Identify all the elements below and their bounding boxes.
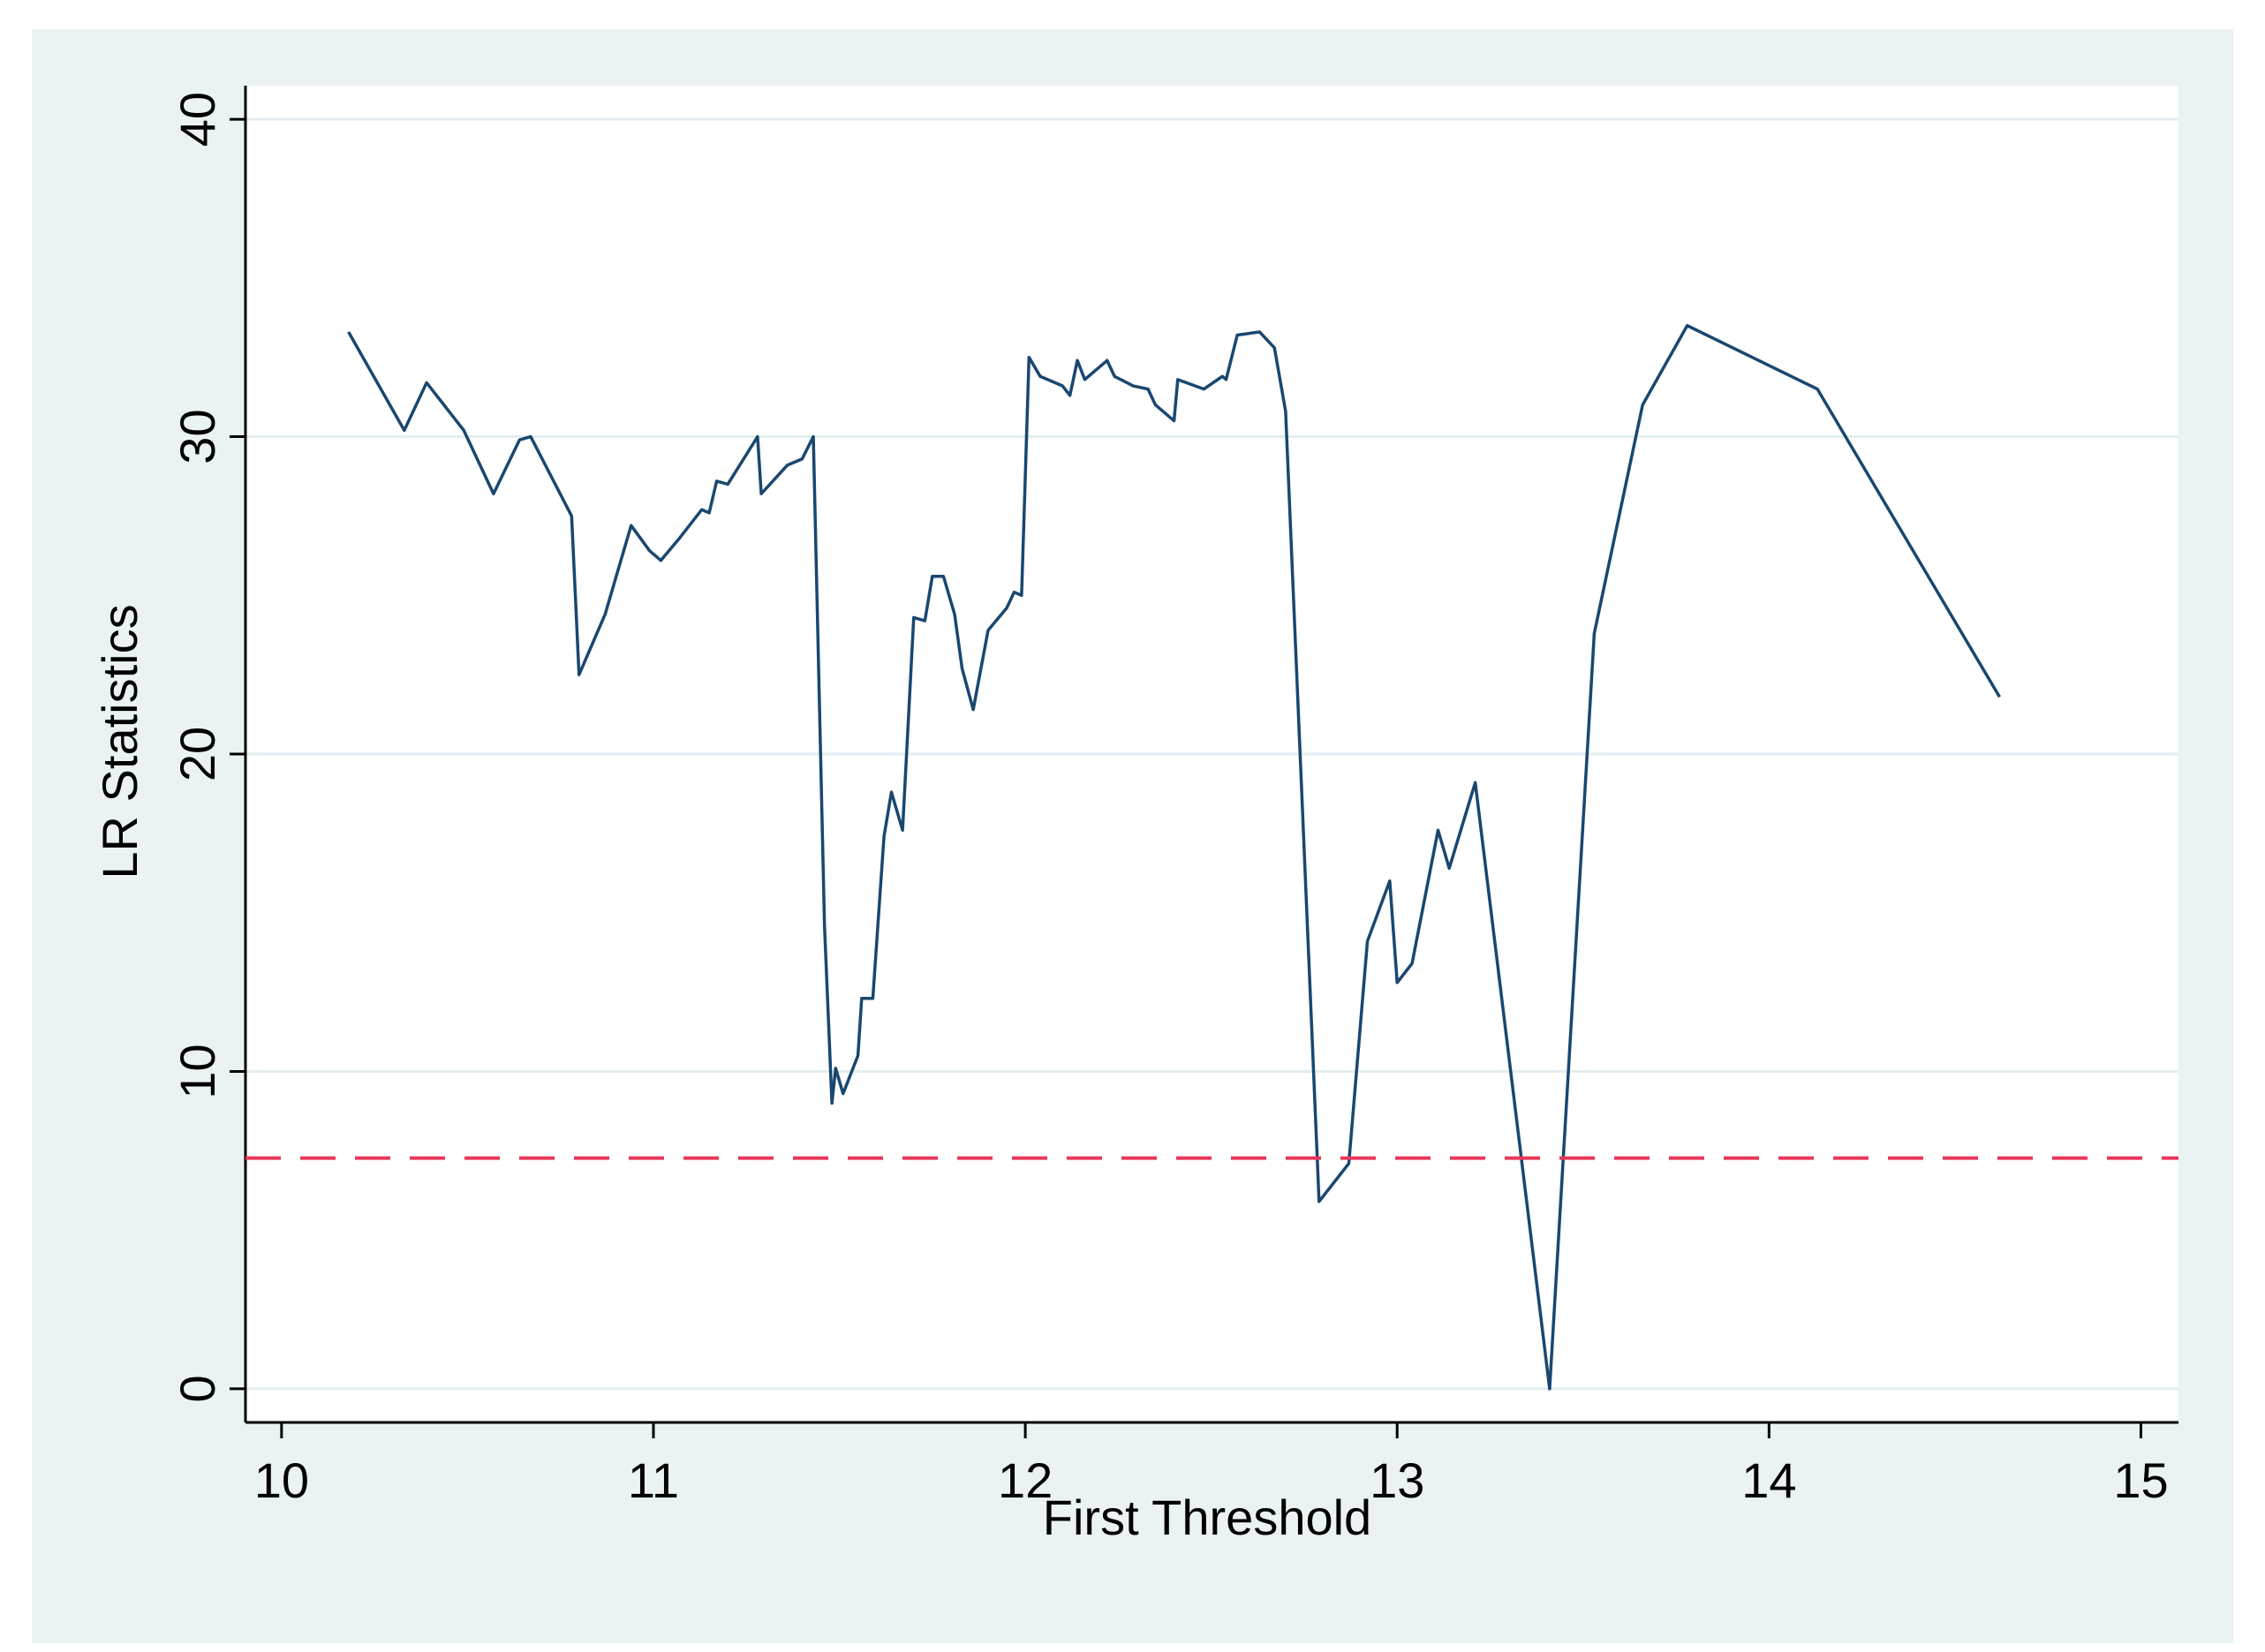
x-tick-label: 14 — [1741, 1452, 1796, 1508]
y-tick-label: 30 — [170, 409, 225, 464]
x-tick-label: 15 — [2113, 1452, 2168, 1508]
y-tick-label: 10 — [170, 1044, 225, 1098]
x-tick-label: 11 — [628, 1452, 679, 1508]
y-tick-label: 40 — [170, 92, 225, 147]
y-tick-label: 0 — [170, 1375, 225, 1402]
y-tick-label: 20 — [170, 727, 225, 781]
data-line — [347, 323, 2001, 1391]
x-axis-title: First Threshold — [1043, 1490, 1371, 1545]
x-tick-label: 12 — [998, 1452, 1053, 1508]
y-axis-title: LR Statistics — [92, 604, 147, 879]
x-tick-label: 10 — [254, 1452, 309, 1508]
x-tick-label: 13 — [1370, 1452, 1424, 1508]
